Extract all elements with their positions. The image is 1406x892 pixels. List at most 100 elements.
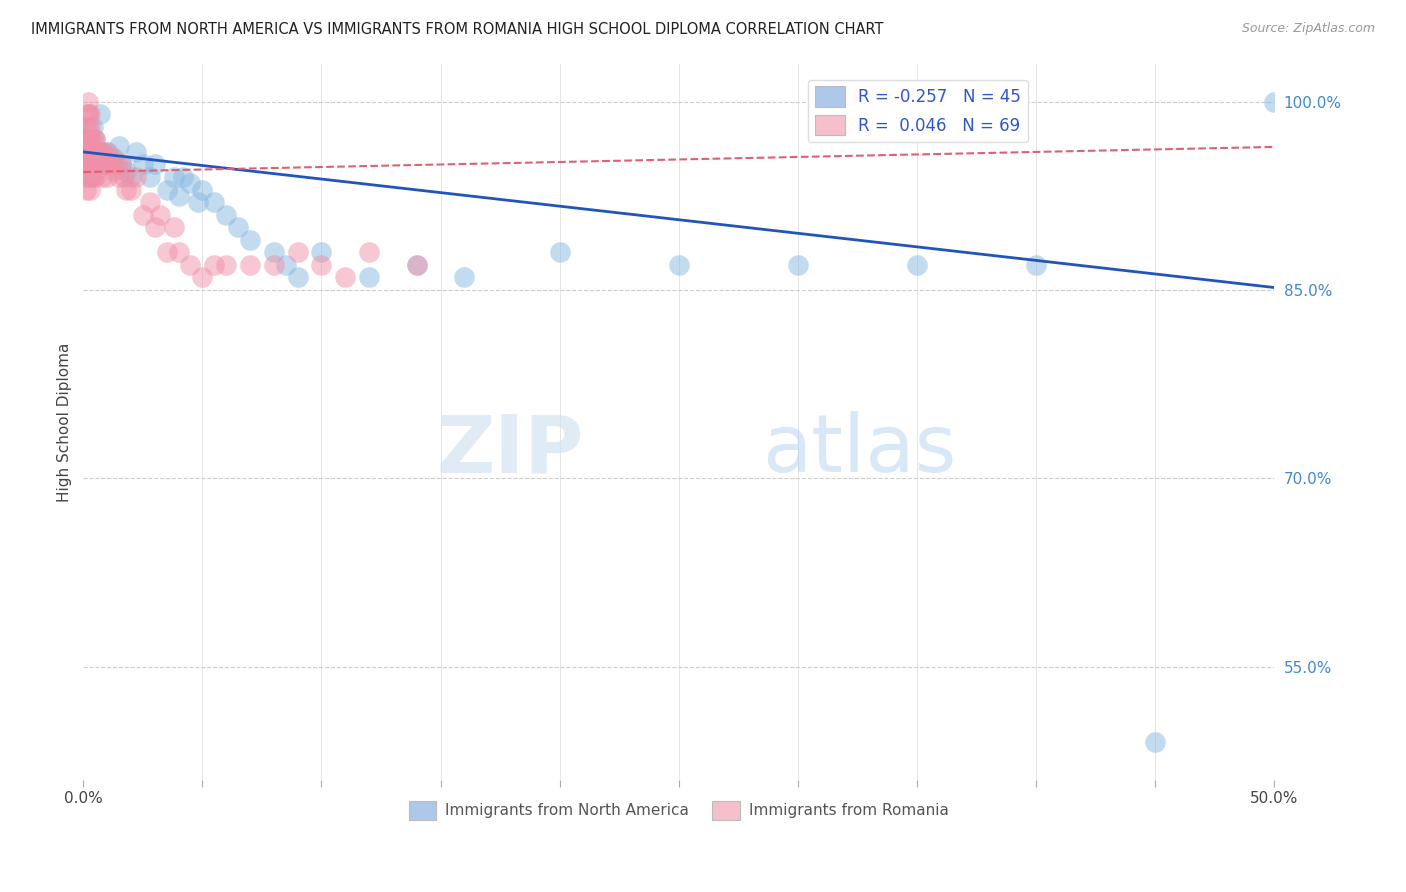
Point	[77, 145, 100, 159]
Point	[101, 157, 124, 171]
Text: Source: ZipAtlas.com: Source: ZipAtlas.com	[1241, 22, 1375, 36]
Point	[98, 157, 121, 171]
Point	[75, 169, 97, 184]
Point	[79, 107, 101, 121]
Point	[110, 157, 132, 171]
Point	[143, 157, 166, 171]
Point	[110, 157, 132, 171]
Legend: Immigrants from North America, Immigrants from Romania: Immigrants from North America, Immigrant…	[402, 795, 955, 826]
Point	[75, 157, 97, 171]
Point	[120, 169, 142, 184]
Point	[287, 270, 309, 285]
Point	[84, 169, 107, 184]
Point	[215, 258, 238, 272]
Point	[77, 107, 100, 121]
Point	[93, 157, 115, 171]
Point	[226, 220, 249, 235]
Point	[115, 183, 138, 197]
Point	[79, 157, 101, 171]
Point	[77, 107, 100, 121]
Point	[82, 169, 104, 184]
Point	[167, 245, 190, 260]
Text: IMMIGRANTS FROM NORTH AMERICA VS IMMIGRANTS FROM ROMANIA HIGH SCHOOL DIPLOMA COR: IMMIGRANTS FROM NORTH AMERICA VS IMMIGRA…	[31, 22, 883, 37]
Point	[77, 95, 100, 109]
Point	[79, 145, 101, 159]
Point	[93, 157, 115, 171]
Point	[172, 169, 194, 184]
Point	[156, 245, 179, 260]
Point	[148, 208, 170, 222]
Point	[89, 157, 111, 171]
Point	[139, 169, 162, 184]
Point	[75, 145, 97, 159]
Point	[82, 132, 104, 146]
Point	[167, 189, 190, 203]
Point	[79, 183, 101, 197]
Point	[179, 177, 201, 191]
Point	[112, 169, 135, 184]
Point	[84, 132, 107, 146]
Point	[668, 258, 690, 272]
Point	[143, 220, 166, 235]
Point	[75, 132, 97, 146]
Point	[91, 169, 114, 184]
Point	[132, 208, 155, 222]
Point	[77, 145, 100, 159]
Point	[156, 183, 179, 197]
Point	[79, 132, 101, 146]
Point	[311, 245, 333, 260]
Point	[75, 157, 97, 171]
Point	[108, 138, 131, 153]
Point	[202, 258, 225, 272]
Point	[77, 132, 100, 146]
Point	[86, 157, 108, 171]
Point	[263, 258, 285, 272]
Point	[103, 163, 125, 178]
Point	[405, 258, 427, 272]
Point	[139, 195, 162, 210]
Point	[89, 145, 111, 159]
Point	[84, 157, 107, 171]
Point	[75, 132, 97, 146]
Point	[125, 169, 148, 184]
Point	[191, 270, 214, 285]
Point	[82, 145, 104, 159]
Point	[89, 107, 111, 121]
Point	[191, 183, 214, 197]
Point	[91, 145, 114, 159]
Point	[79, 169, 101, 184]
Point	[405, 258, 427, 272]
Point	[79, 157, 101, 171]
Point	[75, 120, 97, 134]
Point	[239, 258, 262, 272]
Point	[239, 233, 262, 247]
Point	[86, 145, 108, 159]
Point	[359, 245, 381, 260]
Point	[202, 195, 225, 210]
Point	[96, 169, 118, 184]
Point	[1263, 95, 1285, 109]
Point	[1143, 735, 1166, 749]
Point	[125, 145, 148, 159]
Point	[905, 258, 928, 272]
Point	[77, 157, 100, 171]
Point	[103, 151, 125, 165]
Text: ZIP: ZIP	[436, 411, 583, 490]
Point	[77, 145, 100, 159]
Point	[263, 245, 285, 260]
Point	[786, 258, 808, 272]
Point	[187, 195, 209, 210]
Point	[96, 145, 118, 159]
Point	[311, 258, 333, 272]
Point	[79, 169, 101, 184]
Point	[1025, 258, 1047, 272]
Point	[82, 157, 104, 171]
Point	[75, 145, 97, 159]
Point	[75, 183, 97, 197]
Point	[548, 245, 571, 260]
Point	[77, 132, 100, 146]
Y-axis label: High School Diploma: High School Diploma	[58, 343, 72, 501]
Point	[86, 145, 108, 159]
Point	[101, 151, 124, 165]
Point	[120, 183, 142, 197]
